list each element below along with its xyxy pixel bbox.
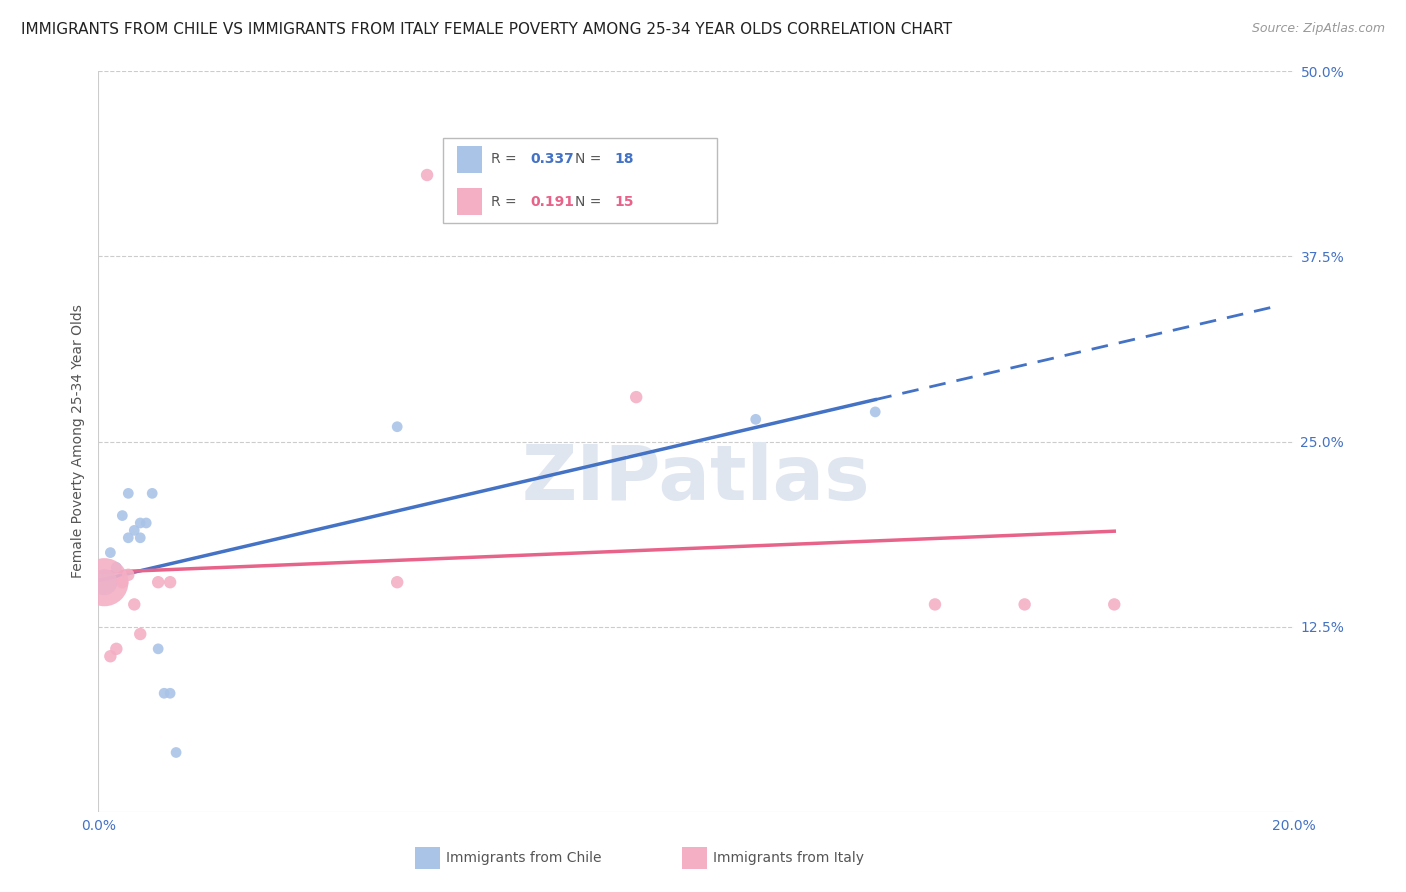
Text: 0.337: 0.337 <box>530 153 574 167</box>
Point <box>416 168 439 182</box>
Point <box>111 508 134 523</box>
Point <box>111 575 134 590</box>
Point <box>124 598 146 612</box>
Point <box>148 575 170 590</box>
Point <box>141 486 163 500</box>
Point <box>924 598 946 612</box>
Text: 0.191: 0.191 <box>530 194 574 209</box>
Point <box>385 575 409 590</box>
Point <box>129 627 152 641</box>
Point <box>626 390 648 404</box>
Point <box>385 419 409 434</box>
Point <box>153 686 176 700</box>
Y-axis label: Female Poverty Among 25-34 Year Olds: Female Poverty Among 25-34 Year Olds <box>70 304 84 579</box>
Point <box>129 516 152 530</box>
Point <box>129 531 152 545</box>
Point <box>98 546 122 560</box>
Text: N =: N = <box>575 194 606 209</box>
Point <box>105 560 128 574</box>
Point <box>105 641 128 656</box>
Point <box>98 649 122 664</box>
Text: R =: R = <box>491 153 520 167</box>
Point <box>165 746 187 760</box>
Text: Source: ZipAtlas.com: Source: ZipAtlas.com <box>1251 22 1385 36</box>
Point <box>1014 598 1036 612</box>
Text: IMMIGRANTS FROM CHILE VS IMMIGRANTS FROM ITALY FEMALE POVERTY AMONG 25-34 YEAR O: IMMIGRANTS FROM CHILE VS IMMIGRANTS FROM… <box>21 22 952 37</box>
Text: 15: 15 <box>614 194 634 209</box>
Point <box>93 575 115 590</box>
Point <box>135 516 157 530</box>
Text: Immigrants from Chile: Immigrants from Chile <box>446 851 602 865</box>
Point <box>159 686 181 700</box>
Point <box>117 531 139 545</box>
Point <box>148 641 170 656</box>
Text: N =: N = <box>575 153 606 167</box>
Text: ZIPatlas: ZIPatlas <box>522 442 870 516</box>
Point <box>117 486 139 500</box>
Point <box>1104 598 1126 612</box>
Text: 18: 18 <box>614 153 634 167</box>
Text: R =: R = <box>491 194 520 209</box>
Point <box>745 412 768 426</box>
Point <box>159 575 181 590</box>
Point <box>124 524 146 538</box>
Point <box>117 567 139 582</box>
Point <box>93 575 115 590</box>
Text: Immigrants from Italy: Immigrants from Italy <box>713 851 863 865</box>
Point <box>865 405 887 419</box>
